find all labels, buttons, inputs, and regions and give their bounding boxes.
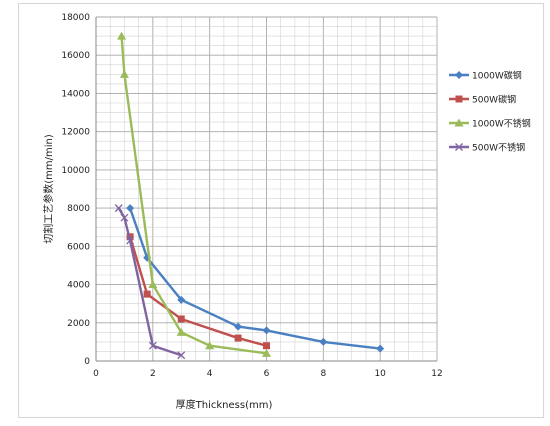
data-point: [177, 315, 185, 323]
data-point: [177, 351, 186, 360]
y-tick-label: 0: [84, 357, 90, 367]
data-point: [148, 341, 157, 350]
data-point: [119, 69, 129, 78]
series-line: [128, 207, 381, 350]
x-tick-label: 0: [93, 369, 99, 379]
x-marker-stroke: [455, 143, 463, 151]
legend-label: 500W碳钢: [472, 94, 516, 106]
data-point: [148, 280, 158, 289]
x-axis-title: 厚度Thickness(mm): [176, 398, 273, 411]
legend-label: 1000W不锈钢: [472, 118, 531, 130]
y-tick-label: 14000: [61, 89, 90, 99]
data-point: [262, 348, 271, 357]
series-layer: [114, 31, 385, 360]
series-line: [120, 36, 267, 355]
legend-label: 1000W碳钢: [472, 70, 522, 82]
axes: 0 2 4 6 8 10 12 0 2000 4000 6000 8000 10000 12000 1400…: [61, 13, 442, 379]
legend-marker: [455, 143, 463, 151]
grid: [95, 16, 438, 362]
x-tick-label: 4: [207, 369, 213, 379]
legend: 1000W碳钢 500W碳钢 1000W不锈钢 500W不锈钢: [449, 70, 531, 154]
y-tick-label: 2000: [67, 319, 90, 329]
legend-marker: [455, 71, 463, 79]
x-marker-stroke: [148, 341, 157, 350]
x-tick-label: 2: [150, 369, 156, 379]
series-3: [117, 31, 271, 357]
data-point: [234, 322, 243, 331]
x-marker-stroke: [114, 204, 123, 213]
y-tick-label: 18000: [61, 13, 90, 23]
y-tick-label: 4000: [67, 281, 90, 291]
x-marker-stroke: [120, 213, 129, 222]
y-tick-label: 10000: [61, 166, 90, 176]
legend-marker: [455, 95, 463, 103]
x-marker-stroke: [177, 351, 186, 360]
x-marker-stroke: [126, 236, 135, 245]
y-tick-label: 6000: [67, 242, 90, 252]
series-4: [114, 204, 186, 360]
data-point: [114, 204, 123, 213]
data-point: [205, 341, 215, 350]
line-chart: 0 2 4 6 8 10 12 0 2000 4000 6000 8000 10000 12000 1400…: [42, 13, 531, 411]
y-tick-label: 12000: [61, 128, 90, 138]
x-tick-label: 10: [374, 369, 386, 379]
data-point: [319, 337, 328, 346]
x-tick-label: 12: [431, 369, 442, 379]
data-point: [126, 204, 135, 213]
data-point: [120, 213, 129, 222]
x-tick-label: 8: [320, 369, 326, 379]
chart-frame: 0 2 4 6 8 10 12 0 2000 4000 6000 8000 10000 12000 1400…: [18, 3, 544, 418]
data-point: [263, 342, 270, 350]
data-point: [177, 295, 186, 304]
data-point: [126, 236, 135, 245]
y-tick-label: 16000: [61, 51, 90, 61]
series-line: [117, 207, 182, 357]
data-point: [117, 31, 127, 40]
legend-marker: [454, 118, 464, 127]
legend-label: 500W不锈钢: [472, 142, 525, 154]
legend-item: 1000W不锈钢: [449, 118, 531, 130]
legend-item: 500W不锈钢: [449, 142, 525, 154]
data-point: [176, 327, 186, 336]
y-tick-label: 8000: [67, 204, 90, 214]
data-point: [143, 290, 151, 298]
data-point: [262, 326, 271, 335]
series-1: [126, 204, 385, 353]
legend-item: 1000W碳钢: [449, 70, 522, 82]
x-tick-label: 6: [264, 369, 270, 379]
data-point: [234, 334, 242, 342]
y-axis-title: 切割工艺参数(mm/min): [42, 134, 55, 244]
data-point: [376, 344, 385, 353]
legend-item: 500W碳钢: [449, 94, 516, 106]
